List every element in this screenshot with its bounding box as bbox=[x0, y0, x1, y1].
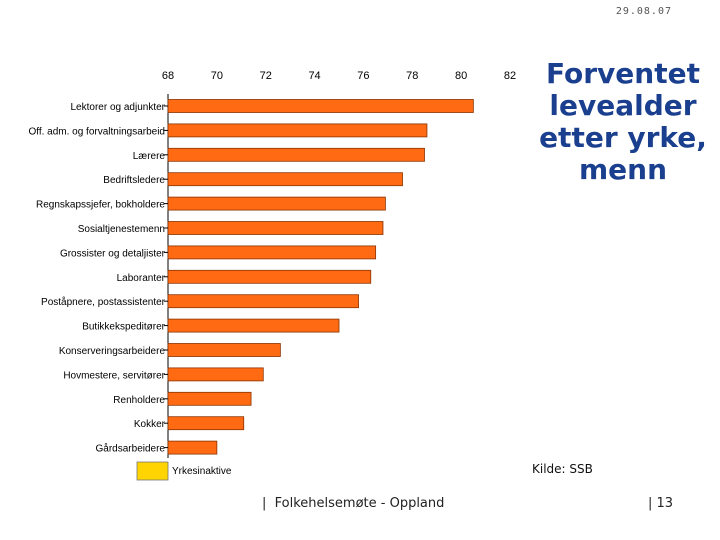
title-line-1: Forventet bbox=[546, 57, 700, 90]
page-number-value: 13 bbox=[656, 496, 674, 511]
x-tick-label: 72 bbox=[260, 70, 272, 82]
category-label: Grossister og detaljister bbox=[60, 248, 166, 259]
bar bbox=[167, 245, 377, 260]
category-label: Lærere bbox=[133, 151, 166, 162]
bar bbox=[167, 147, 425, 162]
bar bbox=[167, 440, 218, 455]
x-tick-label: 76 bbox=[357, 70, 369, 82]
title-line-4: menn bbox=[578, 153, 668, 186]
bar bbox=[167, 172, 403, 187]
footer-label: Folkehelsemøte - Oppland bbox=[274, 496, 445, 511]
category-label: Sosialtjenestemenn bbox=[78, 224, 165, 235]
bar bbox=[167, 416, 245, 431]
category-label: Konserveringsarbeidere bbox=[59, 346, 166, 357]
category-label: Renholdere bbox=[113, 395, 165, 406]
category-label: Hovmestere, servitører bbox=[63, 370, 165, 381]
bar bbox=[167, 318, 340, 333]
bar bbox=[167, 343, 281, 357]
bar bbox=[167, 99, 474, 113]
bar bbox=[167, 367, 264, 382]
category-label: Bedriftsledere bbox=[103, 175, 165, 186]
bar bbox=[167, 221, 384, 235]
bar bbox=[167, 196, 386, 211]
category-label: Regnskapssjefer, bokholdere bbox=[36, 200, 165, 211]
source-note: Kilde: SSB bbox=[532, 462, 593, 476]
x-tick-label: 70 bbox=[211, 70, 223, 82]
slide-date: 29.08.07 bbox=[615, 6, 672, 17]
category-label: Poståpnere, postassistenter bbox=[41, 296, 166, 308]
footer-text: | Folkehelsemøte - Oppland bbox=[262, 496, 445, 511]
x-tick-label: 68 bbox=[162, 70, 174, 82]
category-label: Laboranter bbox=[117, 273, 166, 284]
highlight-category-label: Yrkesinaktive bbox=[172, 466, 232, 477]
page-number: | 13 bbox=[648, 496, 674, 511]
x-tick-label: 82 bbox=[504, 70, 516, 82]
x-tick-label: 80 bbox=[455, 70, 467, 82]
category-label: Off. adm. og forvaltningsarbeid bbox=[28, 126, 165, 137]
bar bbox=[167, 123, 428, 138]
bar bbox=[167, 269, 372, 284]
category-label: Butikkekspeditører bbox=[82, 322, 165, 333]
highlight-swatch bbox=[136, 461, 169, 481]
category-label: Gårdsarbeidere bbox=[96, 443, 166, 455]
title-line-2: levealder bbox=[549, 89, 697, 122]
slide-title: Forventet levealder etter yrke, menn bbox=[532, 58, 714, 186]
category-label: Kokker bbox=[134, 419, 166, 430]
title-line-3: etter yrke, bbox=[539, 121, 707, 154]
x-tick-label: 74 bbox=[308, 70, 320, 82]
category-label: Lektorer og adjunkter bbox=[70, 102, 165, 113]
bar bbox=[167, 391, 252, 406]
bar bbox=[167, 294, 359, 309]
x-tick-label: 78 bbox=[406, 70, 418, 82]
